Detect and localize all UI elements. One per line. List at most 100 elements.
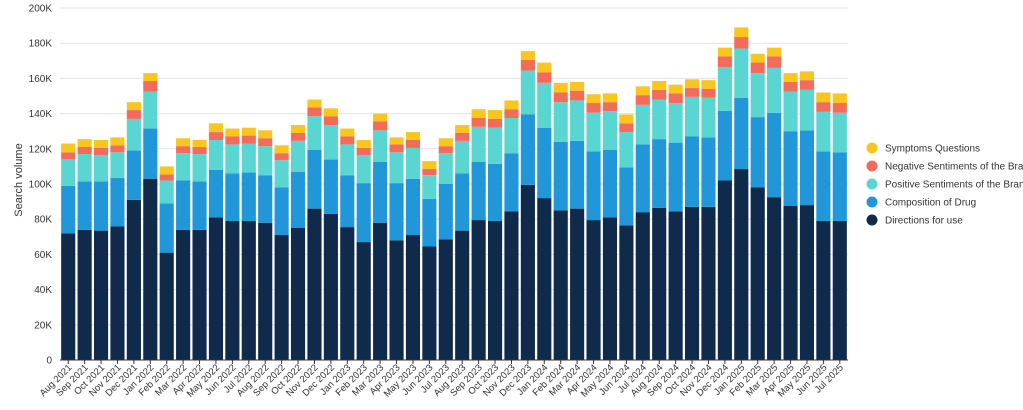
y-tick-label: 20K (34, 320, 52, 331)
bar-segment (537, 72, 552, 83)
bar-segment (340, 144, 355, 176)
bar-segment (438, 239, 453, 360)
bar-segment (504, 109, 519, 118)
y-tick-label: 120K (29, 144, 53, 155)
legend-swatch (866, 160, 878, 172)
bar-segment (684, 79, 700, 89)
bar-segment (422, 246, 437, 360)
bar-segment (504, 211, 519, 360)
bar-segment (701, 206, 716, 360)
bar-segment (471, 109, 486, 118)
bar-segment (471, 162, 486, 221)
legend-swatch (866, 142, 878, 154)
bar-segment (767, 47, 782, 57)
bar-segment (93, 154, 109, 182)
bar-segment (290, 171, 306, 228)
legend-swatch (866, 178, 878, 190)
bar-segment (340, 175, 355, 228)
bar-segment (619, 132, 634, 168)
bar-segment (635, 212, 650, 360)
bar-segment (389, 152, 404, 184)
bar-segment (274, 160, 289, 188)
bar-segment (668, 142, 683, 212)
bar-segment (77, 181, 92, 230)
bar-segment (258, 138, 273, 147)
bar-segment (701, 137, 716, 207)
bar-segment (832, 220, 847, 360)
legend-label: Negative Sentiments of the Bran (885, 162, 1023, 173)
bar-segment (422, 161, 437, 170)
bar-segment (799, 130, 815, 206)
bar-segment (340, 128, 355, 137)
bar-segment (323, 108, 338, 117)
bar-segment (652, 207, 667, 360)
bar-segment (77, 154, 92, 182)
y-tick-label: 60K (34, 250, 52, 261)
bar-segment (799, 71, 815, 81)
bar-segment (816, 92, 831, 103)
bar-segment (701, 80, 716, 89)
bar-segment (832, 112, 847, 153)
bar-segment (208, 140, 224, 170)
bar-segment (816, 151, 831, 221)
bar-segment (290, 140, 306, 172)
bar-segment (356, 147, 371, 155)
bar-segment (570, 100, 585, 141)
bar-segment (668, 103, 683, 143)
bar-segment (307, 99, 322, 108)
bar-segment (767, 56, 782, 68)
bar-segment (767, 67, 782, 113)
bar-segment (208, 217, 224, 360)
bar-segment (487, 163, 503, 221)
bar-segment (389, 144, 404, 153)
bar-segment (192, 181, 207, 230)
bar-segment (652, 81, 667, 90)
bar-segment (258, 130, 273, 139)
bar-segment (586, 103, 601, 113)
y-tick-label: 40K (34, 285, 52, 296)
bar-segment (290, 228, 306, 360)
bar-segment (438, 153, 453, 184)
legend-label: Positive Sentiments of the Brand (885, 180, 1023, 191)
bar-segment (93, 181, 109, 231)
bar-segment (750, 187, 765, 360)
bar-segment (487, 220, 503, 360)
bar-segment (159, 166, 174, 175)
bar-segment (323, 213, 338, 360)
bar-segment (176, 153, 191, 181)
bar-segment (143, 81, 158, 92)
bar-segment (520, 51, 535, 60)
bar-segment (356, 154, 371, 184)
bar-segment (126, 199, 141, 360)
bar-segment (684, 96, 700, 137)
bar-segment (635, 95, 650, 105)
bar-segment (126, 102, 141, 111)
legend-label: Directions for use (885, 216, 963, 227)
bar-segment (126, 118, 141, 151)
bar-segment (799, 80, 815, 90)
bar-segment (652, 99, 667, 140)
bar-segment (438, 138, 453, 147)
bar-segment (652, 89, 667, 100)
bar-segment (225, 220, 240, 360)
bar-segment (734, 48, 749, 98)
y-tick-label: 80K (34, 215, 52, 226)
bar-segment (652, 139, 667, 208)
bar-segment (602, 149, 618, 218)
legend-label: Symptoms Questions (885, 144, 980, 155)
bar-segment (799, 89, 815, 131)
bar-segment (570, 140, 585, 209)
bar-segment (323, 159, 338, 214)
bar-segment (717, 180, 732, 360)
bar-segment (832, 93, 847, 104)
bar-segment (389, 183, 404, 241)
bar-segment (274, 145, 289, 154)
y-tick-label: 140K (29, 109, 53, 120)
bar-segment (225, 136, 240, 145)
bar-segment (668, 93, 683, 104)
bar-segment (586, 220, 601, 360)
bar-segment (192, 229, 207, 360)
bar-segment (176, 180, 191, 230)
bar-segment (602, 110, 618, 150)
